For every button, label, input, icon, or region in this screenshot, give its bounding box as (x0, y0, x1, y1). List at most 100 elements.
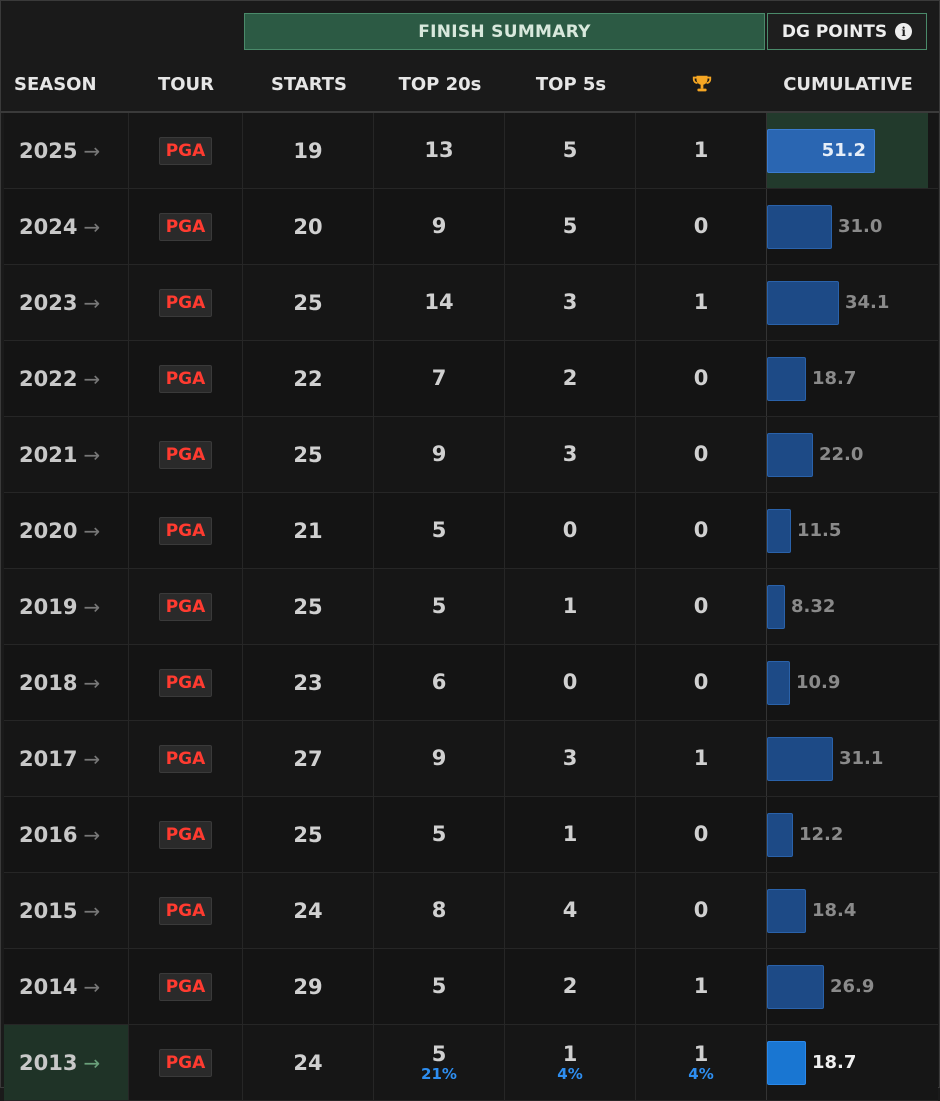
arrow-right-icon[interactable]: → (83, 898, 101, 923)
arrow-right-icon[interactable]: → (83, 822, 101, 847)
arrow-right-icon[interactable]: → (83, 138, 101, 163)
season-cell[interactable]: 2023 → (4, 265, 129, 340)
season-cell[interactable]: 2020 → (4, 493, 129, 568)
season-year[interactable]: 2018 (19, 670, 78, 695)
table-super-header: FINISH SUMMARY DG POINTS i (1, 13, 940, 53)
top20-cell: 9 (374, 721, 505, 796)
top5-value: 5 (562, 214, 578, 239)
season-cell[interactable]: 2016 → (4, 797, 129, 872)
cumulative-cell: 26.9 (767, 949, 928, 1024)
dg-points-label: DG POINTS (781, 21, 888, 42)
tour-badge: PGA (158, 136, 213, 165)
arrow-right-icon[interactable]: → (83, 366, 101, 391)
season-year[interactable]: 2017 (19, 746, 78, 771)
column-header-top20[interactable]: TOP 20s (398, 73, 482, 95)
tour-badge: PGA (158, 364, 213, 393)
top5-value: 5 (562, 138, 578, 163)
tour-badge: PGA (158, 592, 213, 621)
column-header-starts[interactable]: STARTS (270, 73, 348, 95)
table-body: 2025 → PGA 19 13 5 1 51 (4, 113, 938, 1101)
season-cell[interactable]: 2024 → (4, 189, 129, 264)
cumulative-cell: 10.9 (767, 645, 928, 720)
season-cell[interactable]: 2013 → (4, 1025, 129, 1100)
top5-value: 1 (562, 1041, 578, 1066)
top5-pct: 4% (557, 1064, 583, 1083)
top20-cell: 5 (374, 797, 505, 872)
wins-value: 0 (693, 366, 709, 391)
top5-cell: 3 (505, 265, 636, 340)
info-icon[interactable]: i (895, 23, 913, 40)
season-cell[interactable]: 2018 → (4, 645, 129, 720)
season-cell[interactable]: 2021 → (4, 417, 129, 492)
tour-badge: PGA (158, 820, 213, 849)
top5-cell: 1 (505, 569, 636, 644)
top5-cell: 3 (505, 721, 636, 796)
season-year[interactable]: 2019 (19, 594, 78, 619)
tour-badge: PGA (158, 1048, 213, 1077)
season-year[interactable]: 2022 (19, 366, 78, 391)
dg-points-header[interactable]: DG POINTS i (767, 13, 927, 50)
arrow-right-icon[interactable]: → (83, 290, 101, 315)
season-cell[interactable]: 2015 → (4, 873, 129, 948)
tour-cell: PGA (129, 493, 243, 568)
wins-value: 1 (693, 746, 709, 771)
season-year[interactable]: 2014 (19, 974, 78, 999)
season-cell[interactable]: 2014 → (4, 949, 129, 1024)
season-cell[interactable]: 2019 → (4, 569, 129, 644)
wins-value: 1 (693, 974, 709, 999)
top20-cell: 5 (374, 949, 505, 1024)
table-row: 2013 → PGA 24 5 21% 1 4% 1 4% (4, 1025, 938, 1101)
column-header-tour[interactable]: TOUR (157, 73, 215, 95)
cumulative-value: 11.5 (797, 520, 842, 541)
starts-value: 24 (293, 898, 323, 923)
cumulative-cell: 12.2 (767, 797, 928, 872)
tour-cell: PGA (129, 569, 243, 644)
arrow-right-icon[interactable]: → (83, 594, 101, 619)
season-year[interactable]: 2015 (19, 898, 78, 923)
wins-cell: 1 (636, 113, 767, 188)
column-header-top5[interactable]: TOP 5s (535, 73, 607, 95)
column-headers: SEASON TOUR STARTS TOP 20s TOP 5s CUMULA… (1, 59, 940, 113)
wins-cell: 1 (636, 265, 767, 340)
column-header-cumulative[interactable]: CUMULATIVE (783, 73, 913, 95)
tour-cell: PGA (129, 417, 243, 492)
cumulative-value: 18.7 (812, 368, 857, 389)
arrow-right-icon[interactable]: → (83, 214, 101, 239)
top20-value: 9 (431, 214, 447, 239)
season-cell[interactable]: 2025 → (4, 113, 129, 188)
wins-cell: 0 (636, 569, 767, 644)
arrow-right-icon[interactable]: → (83, 518, 101, 543)
top20-cell: 5 (374, 569, 505, 644)
season-year[interactable]: 2013 (19, 1050, 78, 1075)
season-year[interactable]: 2023 (19, 290, 78, 315)
top5-cell: 4 (505, 873, 636, 948)
arrow-right-icon[interactable]: → (83, 670, 101, 695)
season-cell[interactable]: 2017 → (4, 721, 129, 796)
top20-value: 5 (431, 594, 447, 619)
tour-cell: PGA (129, 113, 243, 188)
tour-cell: PGA (129, 645, 243, 720)
season-year[interactable]: 2021 (19, 442, 78, 467)
season-year[interactable]: 2016 (19, 822, 78, 847)
season-year[interactable]: 2020 (19, 518, 78, 543)
cumulative-cell: 31.1 (767, 721, 928, 796)
column-header-wins[interactable] (637, 59, 767, 109)
arrow-right-icon[interactable]: → (83, 442, 101, 467)
arrow-right-icon[interactable]: → (83, 746, 101, 771)
tour-badge: PGA (158, 516, 213, 545)
wins-cell: 0 (636, 645, 767, 720)
season-year[interactable]: 2025 (19, 138, 78, 163)
arrow-right-icon[interactable]: → (83, 1050, 101, 1075)
tour-cell: PGA (129, 341, 243, 416)
wins-cell: 0 (636, 189, 767, 264)
top5-cell: 3 (505, 417, 636, 492)
season-cell[interactable]: 2022 → (4, 341, 129, 416)
column-header-season[interactable]: SEASON (14, 73, 97, 95)
season-year[interactable]: 2024 (19, 214, 78, 239)
cumulative-value: 18.7 (812, 1052, 857, 1073)
starts-value: 25 (293, 822, 323, 847)
starts-cell: 23 (243, 645, 374, 720)
arrow-right-icon[interactable]: → (83, 974, 101, 999)
trophy-icon (692, 75, 712, 92)
